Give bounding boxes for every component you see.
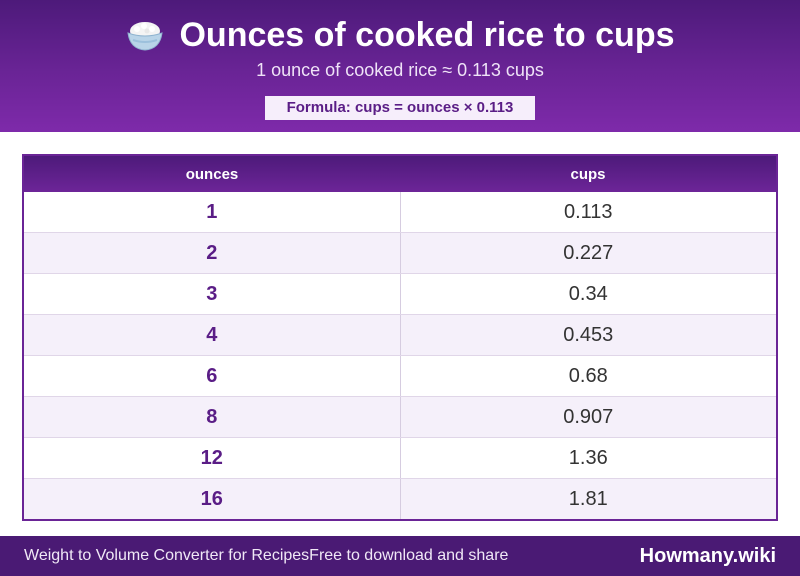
ounces-cell: 6 <box>24 356 401 396</box>
cups-cell: 0.34 <box>568 283 608 305</box>
footer-text: Weight to Volume Converter for RecipesFr… <box>24 536 508 576</box>
table-header: ounces cups <box>24 156 776 192</box>
table-row: 1 0.113 <box>24 192 776 232</box>
page-title: Ounces of cooked rice to cups <box>0 14 800 56</box>
cups-cell: 0.113 <box>563 201 613 223</box>
header: Ounces of cooked rice to cups 1 ounce of… <box>0 0 800 132</box>
ounces-cell: 4 <box>24 315 401 355</box>
ounces-cell: 8 <box>24 397 401 437</box>
footer: Weight to Volume Converter for RecipesFr… <box>0 536 800 576</box>
table-row: 8 0.907 <box>24 396 776 437</box>
cups-cell: 0.907 <box>563 406 614 428</box>
cups-cell: 0.453 <box>563 324 614 346</box>
column-header-ounces: ounces <box>185 166 239 183</box>
table-row: 16 1.81 <box>24 478 776 519</box>
table-row: 2 0.227 <box>24 232 776 273</box>
subtitle: 1 ounce of cooked rice ≈ 0.113 cups <box>256 60 544 80</box>
page-title-text: Ounces of cooked rice to cups <box>179 15 675 54</box>
table-row: 4 0.453 <box>24 314 776 355</box>
conversion-table: ounces cups 1 0.113 2 0.227 3 0.34 4 0.4… <box>22 154 778 521</box>
formula-badge: Formula: cups = ounces × 0.113 <box>265 96 535 120</box>
table-row: 6 0.68 <box>24 355 776 396</box>
ounces-cell: 16 <box>24 479 401 519</box>
ounces-cell: 3 <box>24 274 401 314</box>
table-row: 3 0.34 <box>24 273 776 314</box>
cups-cell: 1.81 <box>568 488 608 510</box>
table-body: 1 0.113 2 0.227 3 0.34 4 0.453 6 0.68 8 … <box>24 192 776 519</box>
cups-cell: 0.227 <box>563 242 614 264</box>
rice-bowl-icon <box>127 22 164 51</box>
table-row: 12 1.36 <box>24 437 776 478</box>
cups-cell: 1.36 <box>568 447 608 469</box>
footer-left-text: Weight to Volume Converter for Recipes <box>24 547 310 564</box>
ounces-cell: 1 <box>24 192 401 232</box>
footer-left-subtext: Free to download and share <box>309 547 509 564</box>
ounces-cell: 12 <box>24 438 401 478</box>
cups-cell: 0.68 <box>568 365 608 387</box>
brand-logo-text[interactable]: Howmany.wiki <box>639 545 776 567</box>
column-header-cups: cups <box>570 166 606 183</box>
ounces-cell: 2 <box>24 233 401 273</box>
